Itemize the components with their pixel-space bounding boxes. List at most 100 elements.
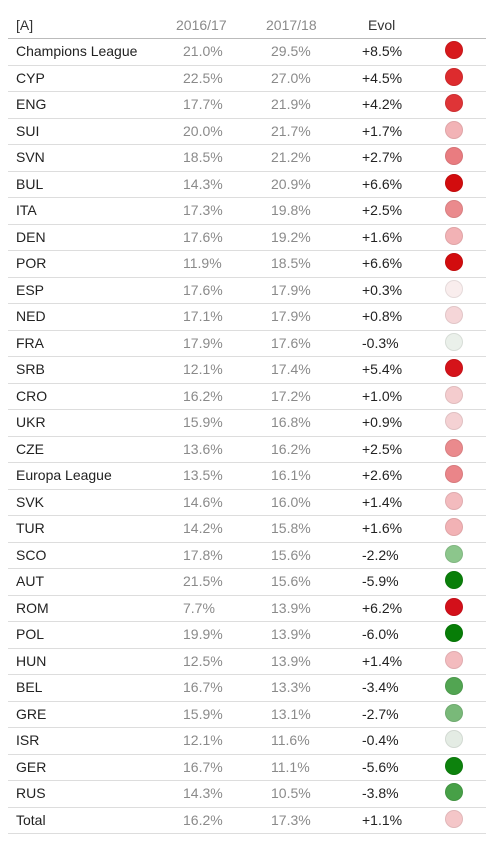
value-2017-18: 11.6% — [271, 732, 310, 748]
evol-dot — [445, 67, 463, 86]
value-2016-17: 7.7% — [183, 599, 215, 616]
evol-dot — [445, 597, 463, 616]
value-evol: +6.6% — [362, 175, 403, 192]
value-evol: +2.6% — [362, 467, 403, 483]
row-name: AUT — [16, 573, 44, 589]
value-2017-18: 19.8% — [271, 202, 311, 218]
row-name: ITA — [16, 202, 37, 218]
row-divider — [8, 276, 486, 278]
value-2016-17: 22.5% — [183, 69, 223, 86]
value-2016-17: 14.3% — [183, 175, 223, 192]
row-divider — [8, 833, 486, 834]
evol-dot — [445, 306, 463, 324]
table-row: CZE 13.6% 16.2% +2.5% — [0, 436, 492, 462]
value-evol: +8.5% — [362, 43, 403, 59]
value-2017-18: 15.6% — [271, 573, 311, 589]
header-2016-17: 2016/17 — [176, 17, 227, 33]
row-divider — [8, 329, 486, 331]
value-2017-18: 10.5% — [271, 785, 311, 801]
row-name: CYP — [16, 69, 45, 86]
row-divider — [8, 806, 486, 808]
value-evol: -2.7% — [362, 705, 399, 722]
value-2017-18: 21.2% — [271, 149, 311, 165]
value-2016-17: 14.2% — [183, 520, 223, 536]
value-2017-18: 17.9% — [271, 308, 311, 324]
evol-dot — [445, 465, 463, 483]
evol-dot — [445, 359, 463, 377]
value-evol: +6.6% — [362, 255, 403, 271]
row-divider — [8, 462, 486, 463]
row-name: HUN — [16, 652, 47, 669]
row-name: CRO — [16, 387, 48, 404]
evol-dot — [445, 518, 463, 536]
row-name: Champions League — [16, 43, 138, 59]
value-2016-17: 18.5% — [183, 149, 223, 165]
row-name: Europa League — [16, 467, 112, 483]
table-row: Europa League 13.5% 16.1% +2.6% — [0, 462, 492, 488]
evol-dot — [445, 200, 463, 218]
value-2017-18: 13.1% — [271, 705, 311, 722]
value-evol: -6.0% — [362, 626, 399, 642]
value-evol: +1.1% — [362, 811, 403, 828]
row-name: RUS — [16, 785, 46, 801]
table-row: SCO 17.8% 15.6% -2.2% — [0, 542, 492, 568]
row-name: SCO — [16, 546, 47, 563]
row-divider — [8, 117, 486, 119]
row-divider — [8, 515, 486, 516]
row-divider — [8, 674, 486, 675]
value-evol: +2.7% — [362, 149, 403, 165]
row-divider — [8, 435, 486, 437]
evol-dot — [445, 756, 463, 775]
value-2017-18: 16.1% — [271, 467, 311, 483]
value-evol: +1.7% — [362, 122, 403, 139]
evol-dot — [445, 809, 463, 828]
row-divider — [8, 621, 486, 622]
row-divider — [8, 488, 486, 490]
evol-dot — [445, 571, 463, 589]
table-row: SVK 14.6% 16.0% +1.4% — [0, 489, 492, 515]
evol-dot — [445, 41, 463, 59]
table-row: GRE 15.9% 13.1% -2.7% — [0, 701, 492, 727]
value-2016-17: 11.9% — [183, 255, 222, 271]
value-2017-18: 17.3% — [271, 811, 311, 828]
evol-dot — [445, 650, 463, 669]
header-2017-18: 2017/18 — [266, 17, 317, 33]
value-evol: -3.4% — [362, 679, 399, 695]
value-2017-18: 13.9% — [271, 652, 311, 669]
row-name: NED — [16, 308, 46, 324]
row-name: GER — [16, 758, 47, 775]
row-name: ROM — [16, 599, 49, 616]
row-divider — [8, 197, 486, 198]
value-2017-18: 27.0% — [271, 69, 311, 86]
row-divider — [8, 753, 486, 755]
table-row: ROM 7.7% 13.9% +6.2% — [0, 595, 492, 621]
value-2016-17: 15.9% — [183, 414, 223, 430]
value-2016-17: 20.0% — [183, 122, 223, 139]
row-divider — [8, 250, 486, 251]
table-row: FRA 17.9% 17.6% -0.3% — [0, 330, 492, 356]
value-2016-17: 17.6% — [183, 228, 223, 245]
row-divider — [8, 382, 486, 384]
value-evol: -5.6% — [362, 758, 399, 775]
value-2017-18: 17.6% — [271, 334, 311, 351]
row-name: ISR — [16, 732, 40, 748]
value-evol: -5.9% — [362, 573, 399, 589]
value-evol: +1.6% — [362, 520, 403, 536]
evol-dot — [445, 491, 463, 510]
value-2017-18: 29.5% — [271, 43, 311, 59]
row-divider — [8, 409, 486, 410]
row-name: FRA — [16, 334, 44, 351]
row-name: TUR — [16, 520, 45, 536]
row-divider — [8, 144, 486, 145]
value-2017-18: 16.0% — [271, 493, 311, 510]
row-name: POR — [16, 255, 47, 271]
evol-dot — [445, 412, 463, 430]
table-row: ENG 17.7% 21.9% +4.2% — [0, 91, 492, 117]
table-row: UKR 15.9% 16.8% +0.9% — [0, 409, 492, 435]
table-row: RUS 14.3% 10.5% -3.8% — [0, 780, 492, 806]
value-2016-17: 21.0% — [183, 43, 223, 59]
value-2017-18: 16.8% — [271, 414, 311, 430]
evol-dot — [445, 173, 463, 192]
evol-dot — [445, 730, 463, 748]
value-2017-18: 13.9% — [271, 599, 311, 616]
